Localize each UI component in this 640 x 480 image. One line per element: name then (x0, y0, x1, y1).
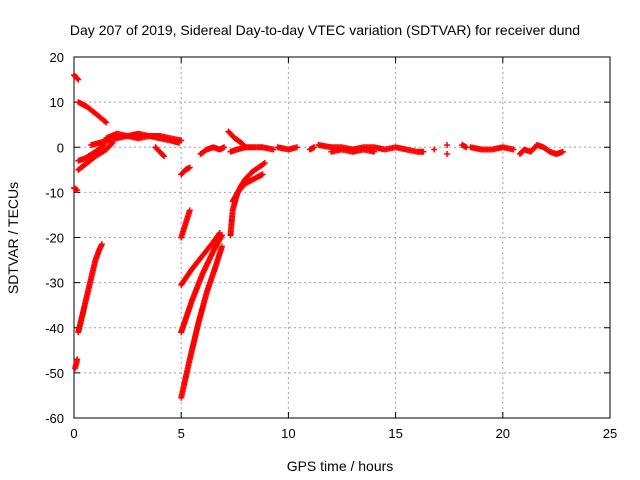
x-tick-label: 20 (496, 426, 510, 441)
x-tick-label: 0 (70, 426, 77, 441)
data-point (74, 356, 81, 363)
x-tick-label: 15 (388, 426, 402, 441)
x-tick-labels: 0 5 10 15 20 25 (70, 426, 617, 441)
data-point (559, 148, 566, 155)
series-trace-28 (459, 141, 470, 151)
series-trace-15 (178, 243, 225, 401)
y-tick-label: -10 (45, 185, 64, 200)
data-point (420, 148, 427, 155)
series-trace-07 (103, 130, 185, 144)
data-point (270, 146, 277, 153)
x-axis-label: GPS time / hours (287, 458, 394, 474)
series-trace-09 (72, 356, 81, 372)
data-point (161, 153, 168, 160)
grid-lines (74, 57, 610, 418)
series-trace-02 (71, 184, 81, 194)
data-points (71, 72, 566, 401)
y-tick-label: -30 (45, 276, 64, 291)
data-point (218, 232, 225, 239)
data-point (74, 75, 81, 82)
series-trace-11 (178, 164, 193, 178)
series-trace-21 (274, 144, 300, 153)
y-tick-labels: -60 -50 -40 -30 -20 -10 0 10 20 (45, 50, 64, 426)
series-trace-16 (197, 144, 228, 158)
y-axis-label: SDTVAR / TECUs (5, 182, 21, 294)
x-tick-label: 25 (603, 426, 617, 441)
y-tick-label: 20 (50, 50, 64, 65)
data-point (98, 241, 105, 248)
series-trace-05 (75, 141, 108, 164)
y-tick-label: -20 (45, 231, 64, 246)
data-point (75, 76, 82, 83)
y-tick-label: 0 (57, 140, 64, 155)
data-point (186, 207, 193, 214)
data-point (371, 148, 378, 155)
data-point (178, 137, 185, 144)
data-point (186, 164, 193, 171)
data-point (311, 144, 318, 151)
series-trace-22 (306, 144, 318, 153)
x-tick-label: 10 (281, 426, 295, 441)
series-trace-13 (178, 229, 223, 288)
series-trace-18 (227, 144, 277, 155)
x-tick-label: 5 (178, 426, 185, 441)
data-point (510, 146, 517, 153)
series-trace-08 (152, 144, 168, 160)
series-trace-20 (229, 171, 266, 205)
series-trace-25 (431, 146, 438, 153)
data-point (261, 160, 268, 167)
series-trace-30 (516, 141, 566, 158)
series-trace-26 (444, 141, 451, 148)
data-point (73, 186, 80, 193)
chart-title: Day 207 of 2019, Sidereal Day-to-day VTE… (70, 22, 580, 38)
data-point (293, 144, 300, 151)
series-trace-03 (75, 99, 110, 126)
data-point (221, 144, 228, 151)
series-trace-01 (71, 72, 82, 83)
y-tick-label: -60 (45, 411, 64, 426)
data-point (101, 118, 108, 125)
data-point (444, 141, 451, 148)
series-trace-14 (178, 232, 225, 336)
y-tick-label: 10 (50, 95, 64, 110)
data-point (259, 171, 266, 178)
y-tick-label: -40 (45, 321, 64, 336)
series-trace-27 (444, 151, 451, 158)
data-point (103, 119, 110, 126)
data-point (431, 146, 438, 153)
data-point (159, 152, 166, 159)
series-trace-24 (328, 146, 378, 155)
series-trace-10 (75, 241, 105, 336)
y-tick-label: -50 (45, 366, 64, 381)
series-trace-12 (178, 207, 193, 241)
data-point (444, 151, 451, 158)
data-point (218, 243, 225, 250)
data-point (74, 187, 81, 194)
series-trace-29 (467, 144, 517, 153)
